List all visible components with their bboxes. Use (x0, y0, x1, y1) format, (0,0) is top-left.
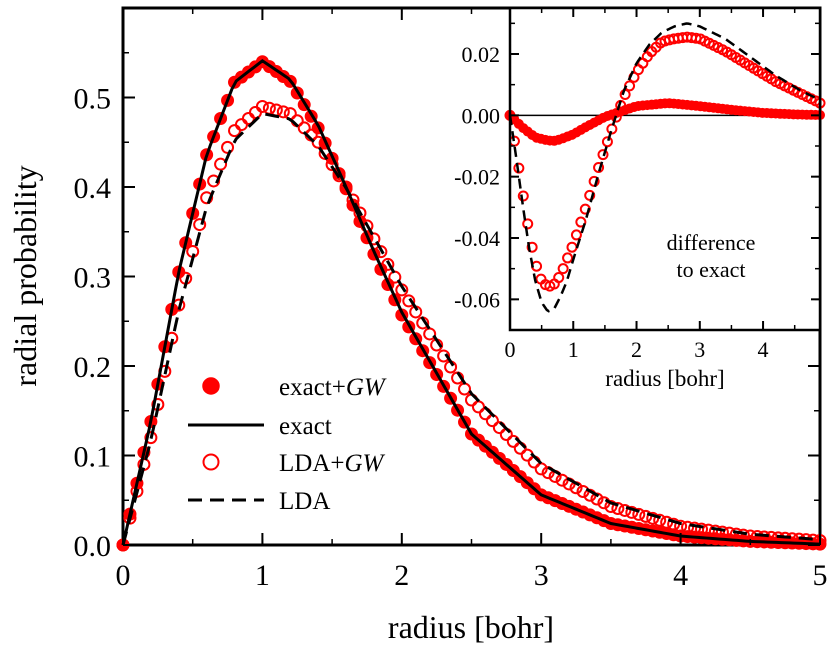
main-point-lda-gw (485, 414, 499, 428)
main-y-axis-title: radial probability (7, 165, 43, 386)
main-y-tick-label: 0.2 (74, 351, 112, 384)
main-point-lda-gw (255, 99, 269, 113)
inset-y-tick-label: 0.02 (462, 42, 501, 67)
inset-point-lda-gw (562, 252, 574, 264)
main-point-lda-gw (234, 118, 248, 132)
main-series-layer (116, 55, 827, 552)
inset-y-tick-label: -0.02 (454, 165, 500, 190)
main-y-tick-label: 0.3 (74, 262, 112, 295)
inset-plot-frame (508, 6, 822, 332)
inset-x-axis-title: radius [bohr] (605, 366, 724, 391)
inset-point-lda-gw (597, 149, 609, 161)
legend-label-lda-gw: LDA+GW (279, 450, 386, 477)
inset-x-tick-label: 2 (631, 337, 642, 362)
inset-ticks-layer: 0 1 2 3 4 0.02 0.00 -0.02 -0.04 -0.06 (454, 8, 820, 362)
main-y-tick-label: 0.4 (74, 172, 112, 205)
main-point-lda-gw (639, 509, 653, 523)
inset-point-lda-gw (593, 161, 605, 173)
legend-label-exact: exact (279, 413, 332, 440)
main-point-lda-gw (402, 294, 416, 308)
inset-point-lda-gw (570, 229, 582, 241)
inset-x-tick-label: 1 (568, 337, 579, 362)
inset-point-lda-gw (553, 272, 565, 284)
main-point-lda-gw (144, 431, 158, 445)
main-point-lda-gw (555, 473, 569, 487)
legend-label-lda: LDA (279, 488, 330, 515)
inset-line-lda (508, 22, 821, 313)
main-point-lda-gw (604, 500, 618, 514)
main-y-tick-label: 0.1 (74, 441, 112, 474)
inset-series-layer (504, 22, 826, 313)
main-point-lda-gw (471, 400, 485, 414)
legend-label-exact-gw: exact+GW (279, 374, 387, 401)
main-point-lda-gw (458, 382, 472, 396)
main-point-lda-gw (214, 157, 228, 171)
inset-y-tick-label: 0.00 (462, 103, 501, 128)
main-x-axis-title: radius [bohr] (388, 609, 554, 645)
inset-point-lda-gw (526, 241, 538, 253)
inset-x-tick-label: 3 (694, 337, 705, 362)
main-point-lda-gw (437, 349, 451, 363)
main-line-lda (121, 111, 821, 546)
main-point-lda-gw (276, 105, 290, 119)
inset-point-lda-gw (601, 136, 613, 148)
main-point-lda-gw (200, 191, 214, 205)
inset-y-tick-label: -0.06 (454, 287, 500, 312)
main-x-tick-label: 0 (116, 559, 131, 592)
main-point-lda-gw (228, 124, 242, 138)
main-x-tick-label: 1 (255, 559, 270, 592)
main-point-lda-gw (625, 505, 639, 519)
inset-y-tick-label: -0.04 (454, 226, 500, 251)
main-point-lda-gw (207, 174, 221, 188)
inset-x-tick-label: 0 (505, 337, 516, 362)
main-x-tick-label: 5 (813, 559, 828, 592)
legend-marker-lda-gw (202, 453, 220, 471)
legend: exact+GW exact LDA+GW LDA (188, 374, 387, 515)
main-x-tick-label: 4 (673, 559, 688, 592)
main-y-tick-label: 0.0 (74, 530, 112, 563)
main-x-tick-label: 3 (534, 559, 549, 592)
main-point-lda-gw (660, 515, 674, 529)
main-point-lda-gw (221, 140, 235, 154)
main-point-lda-gw (611, 501, 625, 515)
main-point-lda-gw (248, 105, 262, 119)
main-point-lda-gw (632, 507, 646, 521)
main-line-exact (121, 58, 821, 546)
inset-annotation-line1: difference (667, 230, 756, 255)
inset-point-lda-gw (522, 218, 534, 230)
inset-background (510, 8, 820, 330)
inset-point-lda-gw (557, 263, 569, 275)
main-point-lda-gw (618, 503, 632, 517)
inset-x-tick-label: 4 (758, 337, 769, 362)
main-x-tick-label: 2 (394, 559, 409, 592)
legend-marker-exact-gw (202, 377, 220, 395)
main-y-tick-label: 0.5 (74, 83, 112, 116)
inset-point-lda-gw (575, 216, 587, 228)
inset-point-lda-gw (606, 123, 618, 135)
inset-point-lda-gw (584, 189, 596, 201)
main-point-lda-gw (534, 462, 548, 476)
main-point-lda-gw (193, 218, 207, 232)
inset-annotation-line2: to exact (676, 257, 745, 282)
